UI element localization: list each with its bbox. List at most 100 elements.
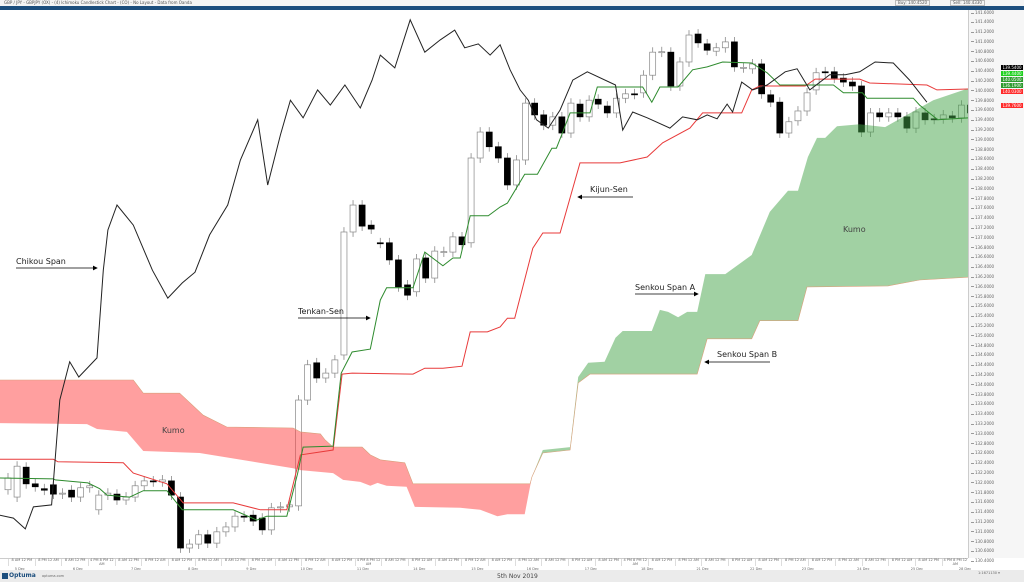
y-tick-label: 139.6000 (971, 107, 994, 112)
y-tick-label: 130.8000 (971, 539, 994, 544)
candle (885, 112, 893, 118)
annotation-senkou-span-a: Senkou Span A (635, 283, 696, 292)
price-axis[interactable]: 141.6000 141.4000 141.2000 141.0000 140.8000… (968, 10, 1024, 563)
candle (449, 236, 457, 253)
y-tick-label: 139.2000 (971, 127, 994, 132)
y-tick-label: 134.6000 (971, 352, 994, 357)
candle (204, 534, 212, 544)
y-tick-label: 139.4000 (971, 117, 994, 122)
candle (767, 94, 775, 103)
x-time-label: 4 PM 8 PM 12 AM (354, 558, 382, 566)
candle (404, 284, 411, 296)
annotation-chikou-span: Chikou Span (16, 257, 66, 266)
candle (531, 102, 538, 116)
y-tick-label: 132.0000 (971, 480, 994, 485)
candle (894, 112, 902, 118)
x-date-label: 11 Dec (356, 566, 370, 571)
candle (676, 61, 684, 87)
y-tick-label: 141.6000 (971, 10, 994, 15)
candle (694, 33, 702, 44)
y-tick-label: 136.8000 (971, 245, 994, 250)
x-time-label: 8 PM 12 AM (34, 558, 62, 566)
y-tick-label: 141.0000 (971, 39, 994, 44)
y-tick-label: 137.0000 (971, 235, 994, 240)
y-tick-label: 133.4000 (971, 411, 994, 416)
annotation-kumo-bullish: Kumo (843, 225, 866, 234)
x-time-label: 8 PM 12 AM (888, 558, 915, 566)
x-date-label: 6 Dec (72, 566, 83, 571)
candle (358, 204, 366, 227)
candle (476, 131, 484, 159)
candle (95, 494, 103, 511)
y-tick-label: 131.4000 (971, 509, 994, 514)
y-tick-label: 135.2000 (971, 323, 994, 328)
candle (59, 492, 66, 495)
x-date-label: 5 Dec (14, 566, 25, 571)
candle (222, 526, 230, 533)
time-axis[interactable]: 8 AM 12 PM 8 PM 12 AM 8 AM 12 PM 4 PM 8 PM … (0, 558, 972, 571)
y-tick-label: 130.4000 (971, 558, 994, 563)
kumo-bullish (531, 88, 968, 477)
x-date-label: 23 Dec (801, 566, 815, 571)
tenkan-sen-line (0, 61, 968, 521)
sell-button[interactable]: Sell: 140.4330 (950, 0, 985, 6)
candle (585, 99, 593, 118)
price-tag: 139.5400 (1001, 65, 1023, 70)
x-time-label: 8 AM 12 PM (914, 558, 942, 566)
candle (513, 159, 520, 186)
candle (177, 496, 184, 549)
candle (703, 43, 711, 51)
ichimoku-chart[interactable] (0, 0, 968, 566)
candles (4, 29, 968, 553)
x-time-label: 8 AM 12 PM (754, 558, 782, 566)
y-tick-label: 139.8000 (971, 98, 994, 103)
x-time-label: 8 AM 12 PM (381, 558, 408, 566)
candle (31, 483, 39, 488)
candle (794, 110, 802, 122)
x-time-label: 8 PM 12 AM (674, 558, 702, 566)
candle (840, 77, 847, 83)
x-time-label: 8 PM 12 AM (248, 558, 275, 566)
candle (640, 74, 647, 94)
candle (603, 105, 611, 114)
x-time-label: 8 AM 12 PM (594, 558, 622, 566)
kijun-sen-line (0, 78, 968, 511)
candle (458, 236, 466, 246)
x-time-label: 8 AM 12 PM (221, 558, 248, 566)
price-tag: 139.7600 (1001, 103, 1023, 108)
candle (422, 257, 430, 279)
candle (785, 121, 793, 134)
y-tick-label: 140.6000 (971, 58, 994, 63)
buy-button[interactable]: Buy: 140.4520 (895, 0, 931, 6)
chikou-span-line (0, 18, 928, 530)
y-tick-label: 137.6000 (971, 205, 994, 210)
candle (613, 97, 620, 114)
y-tick-label: 133.6000 (971, 401, 994, 406)
candle (313, 362, 321, 379)
scale-dropdown[interactable]: 1:1671130 ▾ (978, 571, 1000, 575)
candle (522, 102, 529, 161)
candle (376, 242, 384, 245)
x-time-label: 8 AM 12 PM (114, 558, 142, 566)
x-time-label: 8 AM 12 PM (861, 558, 889, 566)
candle (68, 489, 75, 498)
y-tick-label: 134.0000 (971, 382, 994, 387)
annotation-kumo-bearish: Kumo (162, 426, 185, 435)
candle (558, 116, 566, 134)
x-time-label: 8 AM 12 PM (168, 558, 195, 566)
x-date-label: 15 Dec (471, 566, 484, 571)
y-tick-label: 138.0000 (971, 186, 994, 191)
candle (731, 41, 738, 68)
candle (649, 51, 657, 76)
candle (4, 477, 12, 491)
y-tick-label: 140.0000 (971, 88, 994, 93)
y-tick-label: 141.2000 (971, 29, 994, 34)
x-time-label: 8 PM 12 AM (301, 558, 328, 566)
x-date-label: 28 Dec (958, 566, 972, 571)
window-title: GBP / JPY - GBPJPY (OX) - (4) Ichimoku C… (4, 0, 192, 5)
x-date-label: 18 Dec (641, 566, 654, 571)
x-date-label: 22 Dec (750, 566, 763, 571)
candle (803, 92, 811, 112)
candle (667, 51, 675, 87)
x-time-label: 8 AM 12 PM (808, 558, 835, 566)
